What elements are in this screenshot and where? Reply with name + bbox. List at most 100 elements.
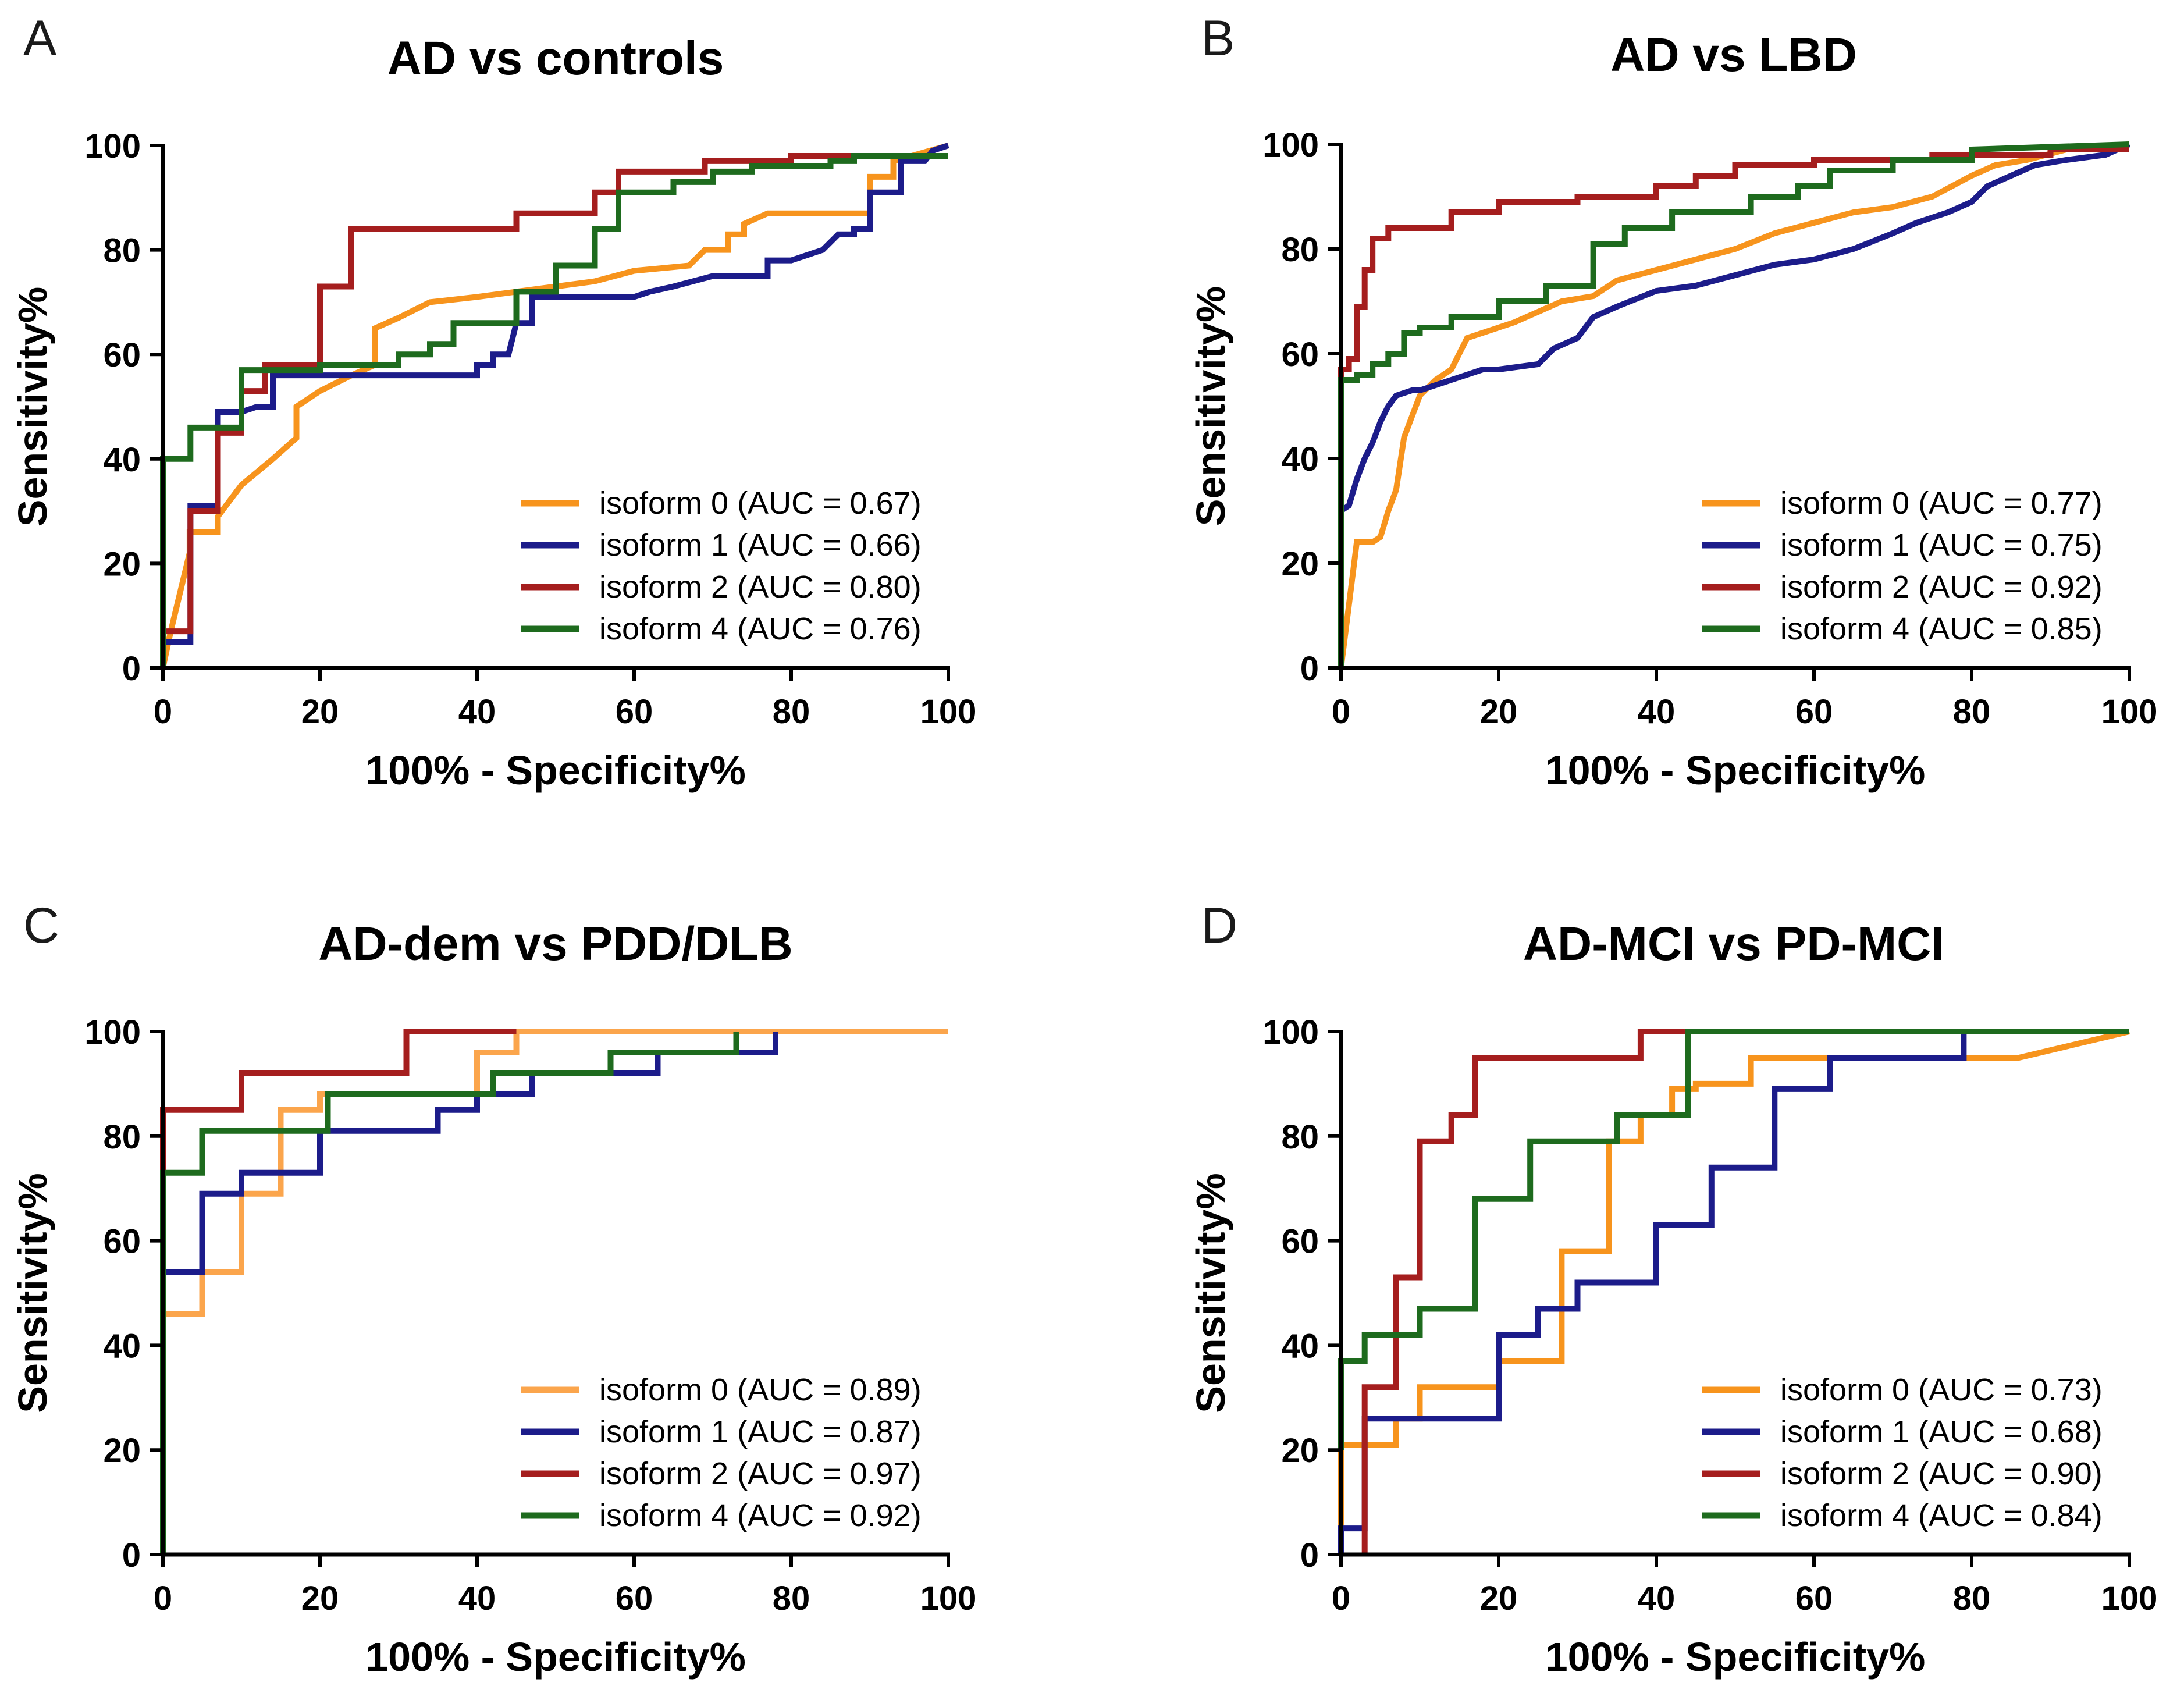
y-tick-label: 60 [1281, 336, 1319, 374]
legend-label-3: isoform 4 (AUC = 0.76) [599, 611, 922, 646]
x-axis-label: 100% - Specificity% [1545, 1634, 1926, 1680]
legend-label-3: isoform 4 (AUC = 0.92) [599, 1498, 922, 1533]
y-axis-label: Sensitivity% [1188, 286, 1233, 526]
x-tick-label: 40 [1638, 1580, 1676, 1617]
legend-label-3: isoform 4 (AUC = 0.85) [1780, 611, 2103, 646]
y-tick-label: 100 [84, 1013, 141, 1051]
legend-label-1: isoform 1 (AUC = 0.66) [599, 528, 922, 563]
series-line-2 [1338, 147, 2129, 668]
series-line-0 [160, 143, 949, 669]
legend-label-0: isoform 0 (AUC = 0.73) [1780, 1372, 2103, 1407]
x-tick-label: 0 [154, 693, 172, 731]
series-line-2 [163, 153, 948, 635]
y-tick-label: 20 [1281, 1432, 1319, 1470]
legend-label-1: isoform 1 (AUC = 0.75) [1780, 528, 2103, 563]
legend: isoform 0 (AUC = 0.77) isoform 1 (AUC = 0… [1702, 486, 2103, 646]
x-tick-label: 100 [2101, 1580, 2158, 1617]
y-tick-label: 60 [103, 1223, 141, 1261]
x-tick-label: 100 [920, 1580, 977, 1617]
series-line-0 [1338, 141, 2130, 668]
y-tick-label: 80 [1281, 231, 1319, 269]
series-group [160, 143, 949, 669]
x-tick-label: 20 [1480, 1580, 1518, 1617]
legend-label-0: isoform 0 (AUC = 0.67) [599, 486, 922, 521]
y-tick-label: 80 [103, 232, 141, 270]
x-tick-label: 60 [1795, 1580, 1833, 1617]
series-line-3 [160, 1032, 739, 1555]
legend: isoform 0 (AUC = 0.73) isoform 1 (AUC = 0… [1702, 1372, 2103, 1533]
y-tick-label: 20 [103, 545, 141, 583]
legend-label-2: isoform 2 (AUC = 0.92) [1780, 570, 2103, 604]
roc-panel-d: D AD-MCI vs PD-MCI 0 20 40 60 80 100 0 20 40 60 80 10… [1188, 898, 2157, 1680]
legend-label-3: isoform 4 (AUC = 0.84) [1780, 1498, 2103, 1533]
x-tick-label: 20 [301, 693, 339, 731]
panel-letter: D [1201, 898, 1237, 954]
x-tick-label: 0 [1332, 693, 1350, 731]
chart-title: AD-MCI vs PD-MCI [1523, 917, 1944, 970]
chart-title: AD vs controls [387, 32, 724, 85]
legend-label-0: isoform 0 (AUC = 0.77) [1780, 486, 2103, 521]
y-tick-label: 40 [103, 1327, 141, 1365]
series-line-3 [1338, 1029, 2129, 1450]
y-tick-label: 0 [122, 1537, 141, 1574]
chart-title: AD vs LBD [1610, 29, 1857, 81]
y-axis-label: Sensitivity% [10, 287, 55, 527]
legend-label-2: isoform 2 (AUC = 0.80) [599, 570, 922, 604]
y-axis-label: Sensitivity% [10, 1173, 55, 1413]
y-tick-label: 0 [1300, 650, 1319, 688]
series-line-0 [160, 1029, 948, 1555]
y-tick-label: 60 [103, 336, 141, 374]
series-line-2 [1361, 1029, 2129, 1555]
roc-panel-b: B AD vs LBD 0 20 40 60 80 100 0 20 40 60 80 100 100% -… [1188, 10, 2157, 793]
y-tick-label: 0 [122, 650, 141, 688]
legend-label-1: isoform 1 (AUC = 0.87) [599, 1414, 922, 1449]
x-tick-label: 40 [1638, 693, 1676, 731]
panel-letter: B [1201, 10, 1235, 66]
panel-letter: A [23, 10, 57, 66]
y-tick-label: 40 [103, 441, 141, 479]
chart-title: AD-dem vs PDD/DLB [318, 917, 793, 970]
x-tick-label: 80 [773, 1580, 810, 1617]
legend-label-0: isoform 0 (AUC = 0.89) [599, 1372, 922, 1407]
legend-label-2: isoform 2 (AUC = 0.97) [599, 1456, 922, 1491]
x-tick-label: 20 [1480, 693, 1518, 731]
legend: isoform 0 (AUC = 0.89) isoform 1 (AUC = 0… [521, 1372, 922, 1533]
y-tick-label: 20 [103, 1432, 141, 1470]
roc-panel-a: A AD vs controls 0 20 40 60 80 100 0 20 40 60 80 100 1… [10, 10, 976, 793]
x-tick-label: 20 [301, 1580, 339, 1617]
roc-panel-c: C AD-dem vs PDD/DLB 0 20 40 60 80 100 0 20 40 60 80 1… [10, 898, 976, 1680]
x-tick-label: 80 [1953, 1580, 1991, 1617]
y-tick-label: 100 [84, 127, 141, 165]
x-axis-label: 100% - Specificity% [365, 1634, 746, 1680]
x-tick-label: 40 [458, 1580, 496, 1617]
y-tick-label: 100 [1262, 1013, 1319, 1051]
x-tick-label: 60 [616, 1580, 653, 1617]
x-tick-label: 100 [920, 693, 977, 731]
series-group [1338, 141, 2131, 668]
series-group [160, 1029, 948, 1555]
legend: isoform 0 (AUC = 0.67) isoform 1 (AUC = 0… [521, 486, 922, 646]
y-tick-label: 60 [1281, 1223, 1319, 1261]
legend-label-2: isoform 2 (AUC = 0.90) [1780, 1456, 2103, 1491]
legend-label-1: isoform 1 (AUC = 0.68) [1780, 1414, 2103, 1449]
x-axis-label: 100% - Specificity% [1545, 748, 1926, 793]
x-tick-label: 80 [1953, 693, 1991, 731]
x-tick-label: 0 [154, 1580, 172, 1617]
series-line-1 [163, 143, 949, 645]
series-line-1 [1338, 1029, 2129, 1555]
x-tick-label: 100 [2101, 693, 2158, 731]
y-tick-label: 20 [1281, 545, 1319, 583]
y-tick-label: 0 [1300, 1537, 1319, 1574]
y-tick-label: 80 [1281, 1118, 1319, 1156]
series-line-3 [1338, 141, 2130, 668]
series-line-3 [160, 153, 948, 668]
panel-letter: C [23, 898, 59, 954]
x-tick-label: 80 [773, 693, 810, 731]
y-tick-label: 40 [1281, 440, 1319, 478]
series-line-1 [1338, 141, 2131, 668]
x-tick-label: 0 [1332, 1580, 1350, 1617]
y-tick-label: 40 [1281, 1327, 1319, 1365]
x-tick-label: 60 [616, 693, 653, 731]
y-tick-label: 80 [103, 1118, 141, 1156]
